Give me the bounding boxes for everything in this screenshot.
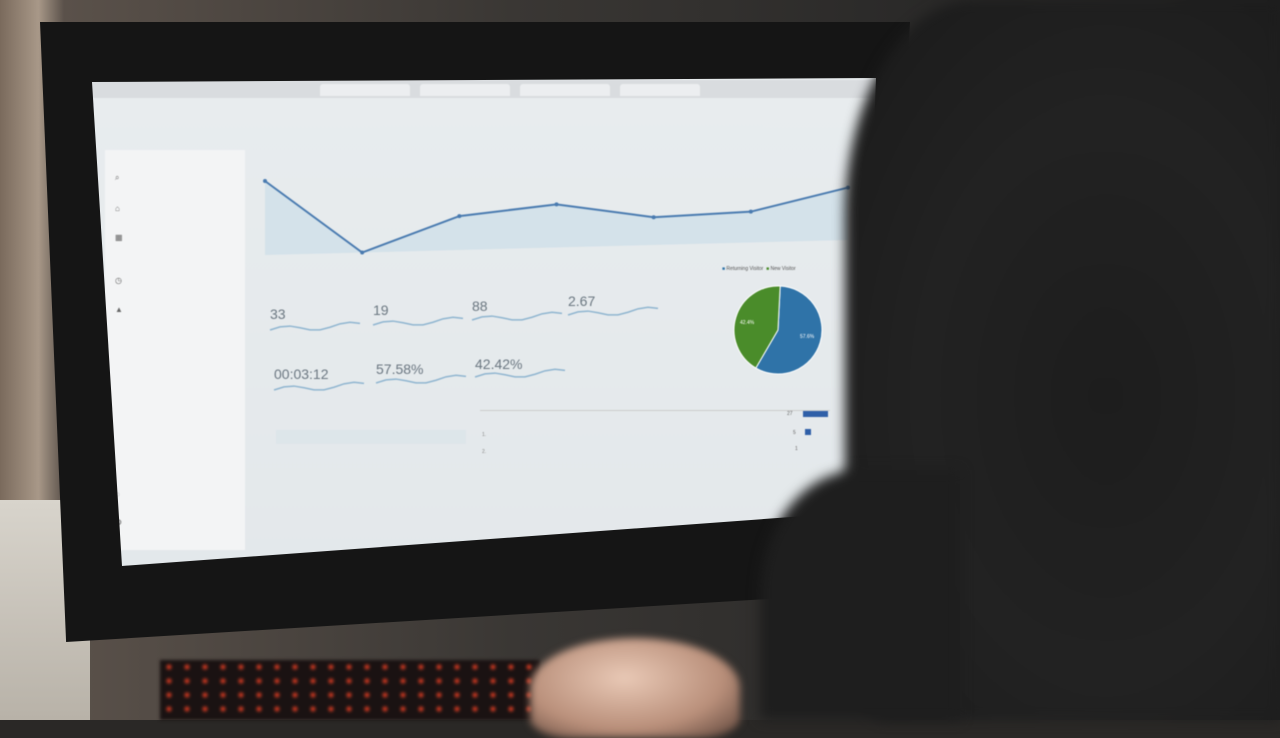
pie-slice (755, 285, 823, 375)
person-shoulder (760, 470, 960, 720)
table-rank: 1. (482, 432, 487, 438)
laptop-screen: ⌕ ⌂ ▦ ◷ ▲ ◌ ⚙ 33 19 88 2.67 00:03:12 57.… (92, 78, 876, 566)
pie-label-new: 42.4% (740, 320, 755, 326)
line-point (748, 209, 753, 214)
line-point (360, 250, 365, 255)
metric-value: 2.67 (568, 293, 596, 309)
table-value: 1 (795, 446, 798, 452)
metric-value: 88 (472, 298, 488, 314)
person-icon: ▲ (115, 305, 123, 314)
home-icon: ⌂ (115, 204, 120, 213)
sidebar (105, 150, 245, 550)
keyboard-backlight (160, 660, 540, 720)
browser-tab[interactable] (320, 84, 410, 96)
sparkline (567, 306, 659, 316)
sparkline (372, 316, 464, 326)
line-area (265, 181, 848, 255)
table-rank: 2. (482, 449, 487, 455)
pie-label-returning: 57.6% (800, 334, 815, 340)
pie-slice (733, 285, 781, 369)
selected-row[interactable] (276, 430, 466, 444)
line-point (554, 202, 559, 207)
table-bar (803, 411, 828, 417)
sparkline (269, 321, 361, 331)
line-point (263, 179, 267, 183)
sparkline (273, 381, 365, 391)
sparkline (474, 368, 566, 378)
metric-value: 42.42% (475, 356, 523, 372)
line-point (651, 215, 656, 220)
line-point (457, 214, 462, 219)
sessions-line-chart (263, 179, 850, 391)
dashboard-icon: ▦ (115, 233, 123, 242)
metric-value: 19 (373, 302, 389, 318)
hand (530, 638, 740, 738)
metric-value: 00:03:12 (274, 366, 329, 382)
legend-returning: Returning Visitor (726, 266, 764, 272)
table-bar (805, 429, 811, 435)
search-icon: ⌕ (115, 173, 120, 182)
browser-tab[interactable] (620, 84, 700, 96)
table-value: 27 (787, 411, 793, 417)
table-value: 5 (793, 430, 796, 436)
clock-icon: ◷ (115, 276, 122, 285)
sparkline (471, 311, 563, 321)
metric-value: 57.58% (376, 361, 424, 377)
browser-tab[interactable] (520, 84, 610, 96)
metric-value: 33 (270, 306, 286, 322)
sparkline (375, 374, 467, 384)
browser-tab[interactable] (420, 84, 510, 96)
legend-new: New Visitor (770, 266, 796, 272)
